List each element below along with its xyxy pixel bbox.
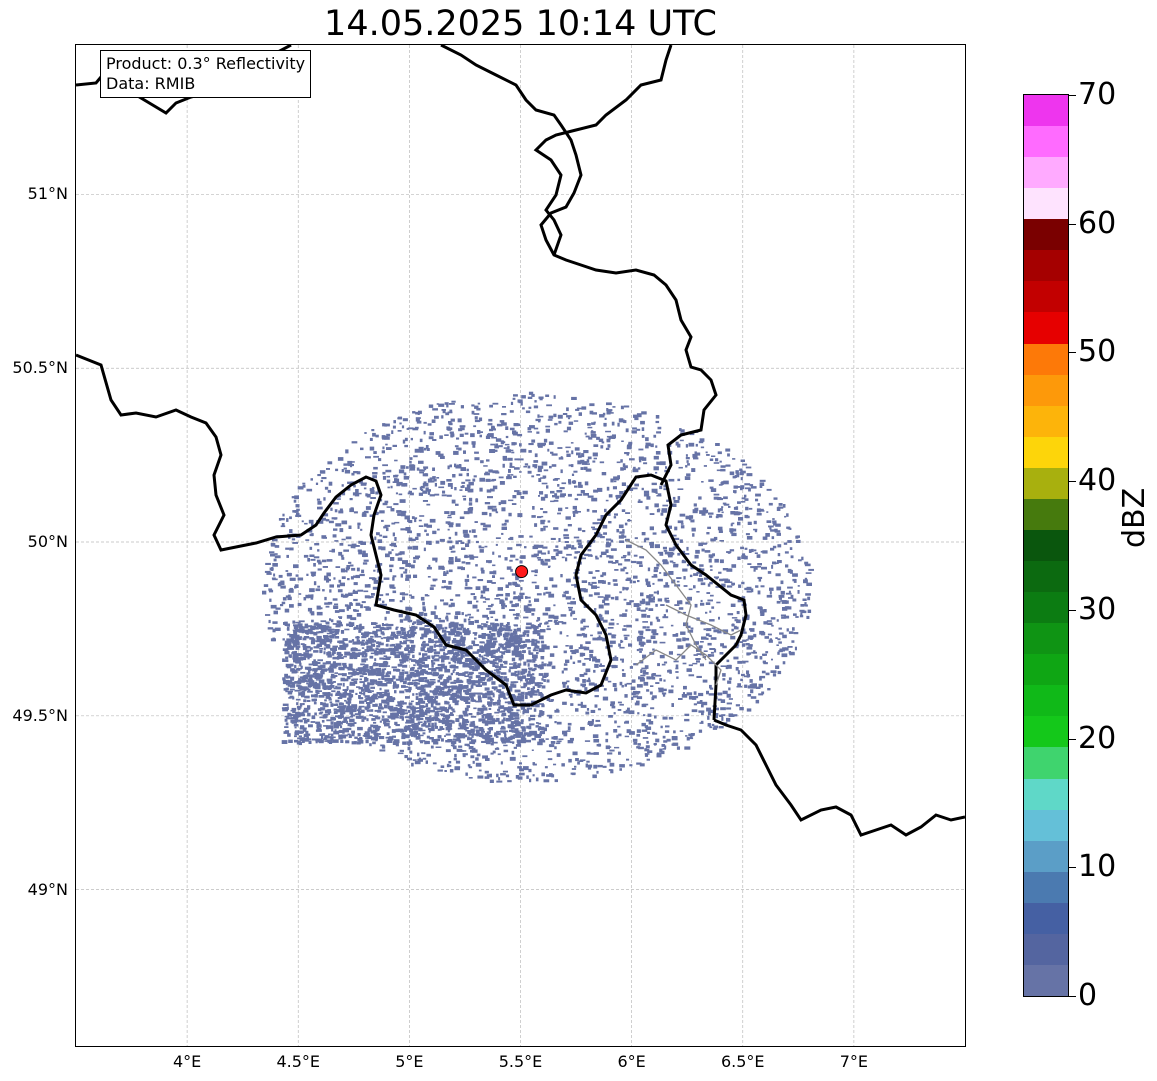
colorbar-tick-mark bbox=[1069, 223, 1076, 225]
colorbar-segment bbox=[1024, 94, 1068, 127]
y-tick-label: 49.5°N bbox=[12, 705, 68, 725]
x-tick-label: 4°E bbox=[172, 1052, 202, 1071]
colorbar-label: dBZ bbox=[1117, 487, 1152, 548]
colorbar-segment bbox=[1024, 125, 1068, 158]
colorbar-segment bbox=[1024, 902, 1068, 934]
x-tick-label: 6°E bbox=[617, 1052, 646, 1071]
colorbar-segment bbox=[1024, 809, 1068, 841]
x-tick-label: 4.5°E bbox=[276, 1052, 321, 1071]
colorbar-tick-label: 10 bbox=[1078, 849, 1117, 885]
colorbar-tick-label: 40 bbox=[1078, 463, 1117, 499]
colorbar-segment bbox=[1024, 405, 1068, 437]
colorbar-segment bbox=[1024, 312, 1068, 344]
product-label: Product: 0.3° Reflectivity bbox=[106, 54, 306, 73]
colorbar-segment bbox=[1024, 933, 1068, 965]
colorbar-segment bbox=[1024, 436, 1068, 468]
colorbar-tick-mark bbox=[1069, 867, 1076, 869]
luxembourg-districts bbox=[625, 539, 742, 686]
colorbar-segment bbox=[1024, 498, 1068, 530]
data-source-label: Data: RMIB bbox=[106, 74, 196, 93]
colorbar-tick-label: 60 bbox=[1078, 205, 1117, 241]
colorbar-tick-mark bbox=[1069, 738, 1076, 740]
colorbar-tick-label: 70 bbox=[1078, 77, 1117, 112]
colorbar-segment bbox=[1024, 964, 1068, 996]
border-france-belgium bbox=[76, 353, 748, 721]
x-tick-label: 5.5°E bbox=[498, 1052, 543, 1071]
colorbar-segment bbox=[1024, 560, 1068, 593]
map-canvas bbox=[76, 45, 965, 1046]
colorbar-tick-mark bbox=[1069, 352, 1076, 354]
border-netherlands-germany bbox=[533, 45, 673, 256]
colorbar-tick-label: 20 bbox=[1078, 720, 1117, 756]
colorbar-tick-mark bbox=[1069, 95, 1076, 96]
colorbar-segment bbox=[1024, 467, 1068, 499]
colorbar-tick-label: 30 bbox=[1078, 591, 1117, 627]
border-france-germany bbox=[713, 718, 965, 837]
y-tick-label: 49°N bbox=[27, 879, 68, 899]
colorbar-segment bbox=[1024, 249, 1068, 282]
colorbar-tick-label: 0 bbox=[1078, 978, 1098, 1013]
radar-map[interactable] bbox=[75, 44, 966, 1047]
x-tick-label: 5°E bbox=[395, 1052, 424, 1071]
colorbar-tick-label: 50 bbox=[1078, 334, 1117, 370]
colorbar-segment bbox=[1024, 715, 1068, 748]
colorbar-segment bbox=[1024, 529, 1068, 562]
colorbar-segment bbox=[1024, 653, 1068, 686]
colorbar-tick-mark bbox=[1069, 996, 1076, 997]
reflectivity-echoes bbox=[262, 391, 814, 783]
colorbar-segment bbox=[1024, 280, 1068, 313]
radar-site-marker bbox=[515, 565, 529, 579]
y-tick-label: 51°N bbox=[27, 184, 68, 204]
colorbar-segment bbox=[1024, 218, 1068, 251]
colorbar-segment bbox=[1024, 374, 1068, 406]
colorbar-segment bbox=[1024, 778, 1068, 810]
y-tick-label: 50°N bbox=[27, 532, 68, 552]
border-belgium-germany bbox=[440, 45, 718, 486]
colorbar-segment bbox=[1024, 156, 1068, 189]
product-info-box: Product: 0.3° Reflectivity Data: RMIB bbox=[100, 50, 312, 98]
x-tick-label: 6.5°E bbox=[720, 1052, 765, 1071]
colorbar bbox=[1023, 94, 1069, 997]
colorbar-segment bbox=[1024, 871, 1068, 903]
colorbar-segment bbox=[1024, 187, 1068, 220]
colorbar-tick-mark bbox=[1069, 481, 1076, 483]
colorbar-segment bbox=[1024, 343, 1068, 375]
x-tick-label: 7°E bbox=[839, 1052, 869, 1071]
y-tick-label: 50.5°N bbox=[12, 358, 68, 378]
colorbar-tick-mark bbox=[1069, 609, 1076, 611]
map-title: 14.05.2025 10:14 UTC bbox=[324, 4, 717, 44]
colorbar-segment bbox=[1024, 591, 1068, 624]
colorbar-segment bbox=[1024, 684, 1068, 717]
colorbar-segment bbox=[1024, 746, 1068, 779]
colorbar-segment bbox=[1024, 840, 1068, 872]
colorbar-segment bbox=[1024, 622, 1068, 655]
